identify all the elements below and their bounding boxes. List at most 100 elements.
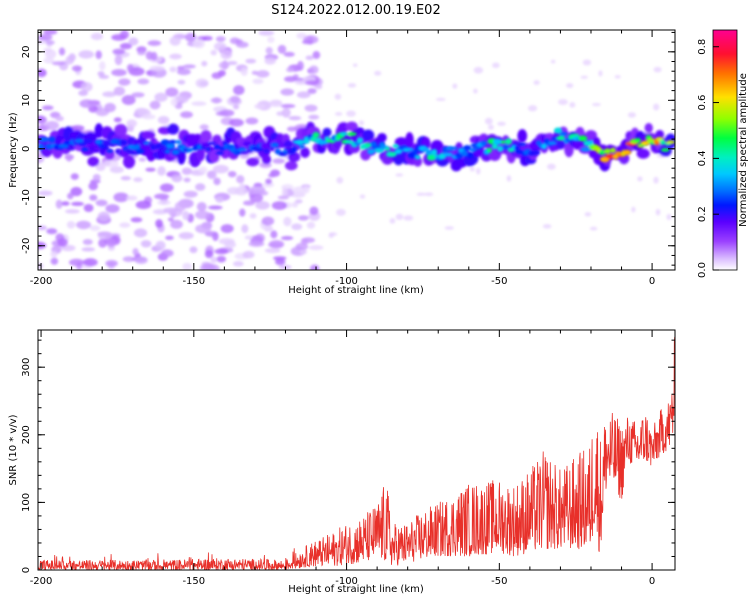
heatmap-noise-blob [43,57,55,64]
heatmap-noise-blob [183,177,191,183]
heatmap-noise-blob [199,81,209,87]
heatmap-noise-blob [328,232,338,236]
heatmap-noise-blob [211,264,220,270]
y-tick-label: 10 [21,94,32,107]
heatmap-band-core [486,147,492,153]
heatmap-band-core [270,142,279,148]
heatmap-noise-blob [181,167,193,175]
heatmap-noise-blob [277,44,287,54]
heatmap-noise-blob [212,164,229,174]
heatmap-noise-blob [174,201,186,212]
heatmap-band-core [300,139,310,144]
heatmap-noise-blob [201,60,208,67]
heatmap-noise-blob [119,42,133,50]
heatmap-noise-blob [157,199,171,206]
heatmap-band-core [588,140,594,144]
heatmap-noise-blob [550,59,556,64]
heatmap-band-core [266,141,273,147]
heatmap-noise-blob [112,48,126,55]
heatmap-noise-blob [245,117,259,125]
heatmap-band-core [206,141,217,146]
heatmap-noise-blob [89,194,98,201]
heatmap-noise-blob [264,248,281,254]
heatmap-noise-blob [163,207,179,214]
y-tick-label: 300 [21,358,32,377]
heatmap-noise-blob [119,30,130,40]
heatmap-noise-blob [308,245,324,251]
heatmap-noise-blob [301,39,314,45]
spectrogram-heatmap [38,30,675,270]
snr-frame [37,329,676,571]
heatmap-noise-blob [473,88,478,94]
heatmap-noise-blob [122,256,135,262]
heatmap-band-blob [261,154,272,165]
heatmap-noise-blob [492,62,500,69]
heatmap-noise-blob [309,65,319,74]
colorbar-label: Normalized spectral amplitude [738,73,749,227]
heatmap-noise-blob [239,208,246,217]
heatmap-noise-blob [249,185,266,195]
heatmap-noise-blob [592,102,601,107]
heatmap-noise-blob [215,36,226,42]
heatmap-noise-blob [558,98,568,106]
heatmap-noise-blob [95,162,106,172]
heatmap-band-core [356,137,364,144]
heatmap-noise-blob [174,95,189,104]
heatmap-band-core [605,154,616,159]
heatmap-band-core [339,131,348,136]
heatmap-band-core [497,145,504,152]
heatmap-band-core [164,149,171,154]
heatmap-band-core [215,151,224,155]
y-tick-label: 0 [21,146,32,152]
heatmap-noise-blob [265,47,273,55]
heatmap-noise-blob [302,185,310,194]
x-tick-label: -100 [335,576,358,587]
heatmap-noise-blob [137,51,146,56]
heatmap-noise-blob [627,112,636,118]
colorbar-tick-label: 0.8 [697,39,708,55]
heatmap-noise-blob [226,61,238,66]
heatmap-noise-blob [655,208,661,216]
heatmap-band-core [125,148,133,154]
heatmap-band-core [443,152,453,157]
heatmap-band-core [463,145,472,151]
heatmap-band-core [384,147,391,151]
heatmap-noise-blob [149,65,165,72]
heatmap-noise-blob [170,97,178,107]
heatmap-band-core [480,140,487,147]
heatmap-noise-blob [214,248,229,255]
heatmap-noise-blob [199,124,209,130]
heatmap-noise-blob [42,105,54,111]
heatmap-band-core [518,142,527,146]
y-tick-label: -20 [21,238,32,254]
heatmap-noise-blob [240,67,248,77]
heatmap-noise-blob [242,250,255,259]
heatmap-band-blob [94,123,104,139]
heatmap-noise-blob [226,186,241,195]
heatmap-noise-blob [249,193,264,203]
heatmap-noise-blob [435,97,446,101]
heatmap-band-core [541,143,547,150]
heatmap-noise-blob [312,51,321,60]
heatmap-noise-blob [220,49,233,60]
heatmap-band-blob [87,156,100,167]
heatmap-noise-blob [497,121,506,126]
heatmap-noise-blob [165,235,174,241]
heatmap-noise-blob [395,213,404,221]
heatmap-noise-blob [44,120,60,131]
heatmap-band-core [405,147,414,151]
heatmap-noise-blob [304,104,318,112]
heatmap-noise-blob [403,215,414,221]
heatmap-noise-blob [71,201,84,207]
heatmap-noise-blob [65,55,74,65]
heatmap-band-core [622,149,632,156]
heatmap-noise-blob [527,105,538,112]
heatmap-noise-blob [358,120,365,126]
heatmap-noise-blob [262,181,275,188]
heatmap-band-core [412,149,418,155]
heatmap-noise-blob [80,81,93,92]
heatmap-noise-blob [176,68,191,76]
heatmap-noise-blob [132,247,139,256]
heatmap-noise-blob [229,95,241,104]
heatmap-noise-blob [66,154,73,162]
